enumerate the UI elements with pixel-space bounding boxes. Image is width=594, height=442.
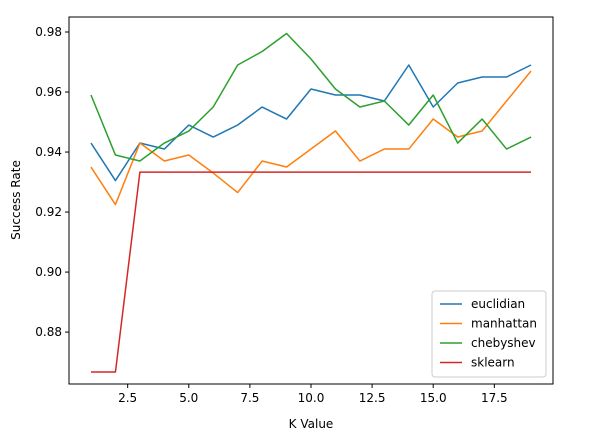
x-tick-label: 12.5 (359, 391, 386, 405)
y-tick-label: 0.92 (35, 205, 62, 219)
x-tick-label: 15.0 (420, 391, 447, 405)
y-tick-label: 0.88 (35, 325, 62, 339)
x-axis-label: K Value (289, 417, 334, 431)
legend-label-euclidian: euclidian (471, 297, 525, 311)
legend-label-manhattan: manhattan (471, 317, 537, 331)
x-tick-label: 7.5 (240, 391, 259, 405)
y-axis-ticks: 0.88 0.90 0.92 0.94 0.96 0.98 (35, 25, 69, 339)
legend-box (431, 290, 547, 378)
y-tick-label: 0.96 (35, 85, 62, 99)
series-line-sklearn (91, 171, 531, 373)
y-tick-label: 0.98 (35, 25, 62, 39)
y-tick-label: 0.90 (35, 265, 62, 279)
legend-label-sklearn: sklearn (471, 356, 515, 370)
x-axis-ticks: 2.5 5.0 7.5 10.0 12.5 15.0 17.5 (118, 384, 508, 405)
legend: euclidian manhattan chebyshev sklearn (431, 290, 547, 378)
series-line-manhattan (90, 70, 532, 206)
y-axis-label: Success Rate (9, 160, 23, 240)
x-tick-label: 2.5 (118, 391, 137, 405)
x-tick-label: 5.0 (179, 391, 198, 405)
x-tick-label: 10.0 (298, 391, 325, 405)
series-layer (90, 32, 532, 373)
legend-label-chebyshev: chebyshev (471, 336, 536, 350)
series-line-chebyshev (90, 32, 532, 162)
y-tick-label: 0.94 (35, 145, 62, 159)
series-line-euclidian (90, 64, 532, 182)
x-tick-label: 17.5 (481, 391, 508, 405)
